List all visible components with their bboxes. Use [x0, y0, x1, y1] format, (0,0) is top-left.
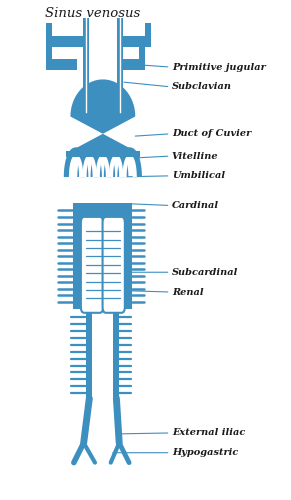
Bar — [66, 151, 139, 157]
Bar — [49, 58, 77, 70]
Bar — [83, 18, 89, 67]
Bar — [83, 67, 89, 116]
Bar — [139, 36, 146, 70]
Polygon shape — [70, 80, 135, 151]
Bar — [145, 22, 151, 48]
Text: Subcardinal: Subcardinal — [172, 268, 238, 277]
Text: Subclavian: Subclavian — [172, 82, 232, 92]
FancyBboxPatch shape — [81, 217, 103, 313]
Bar — [49, 36, 86, 48]
Bar — [120, 36, 148, 48]
Bar — [113, 310, 120, 401]
Bar — [117, 67, 123, 116]
Text: External iliac: External iliac — [172, 428, 245, 438]
Text: Duct of Cuvier: Duct of Cuvier — [172, 130, 251, 138]
Text: Primitive jugular: Primitive jugular — [172, 62, 266, 72]
Text: Sinus venosus: Sinus venosus — [45, 7, 141, 20]
Text: Hypogastric: Hypogastric — [172, 448, 238, 457]
Bar — [73, 203, 132, 310]
FancyBboxPatch shape — [102, 217, 125, 313]
Text: Umbilical: Umbilical — [172, 172, 225, 180]
Bar — [86, 310, 93, 401]
Text: Renal: Renal — [172, 288, 203, 296]
Bar — [46, 36, 52, 70]
Text: Cardinal: Cardinal — [172, 201, 219, 210]
Bar — [117, 18, 123, 67]
Bar — [120, 58, 142, 70]
Text: Vitelline: Vitelline — [172, 152, 219, 160]
Bar — [46, 22, 52, 48]
